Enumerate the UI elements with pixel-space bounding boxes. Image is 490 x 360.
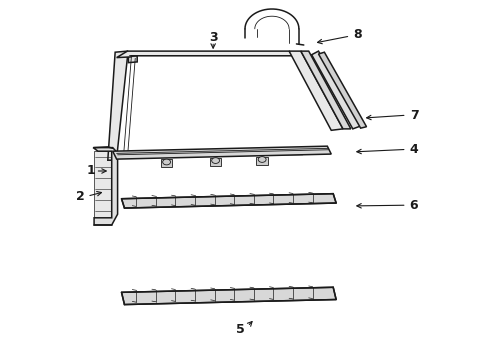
Polygon shape (122, 194, 336, 208)
Circle shape (258, 157, 266, 162)
Polygon shape (113, 146, 331, 159)
Polygon shape (122, 287, 336, 305)
Text: 2: 2 (76, 190, 85, 203)
Polygon shape (117, 51, 294, 58)
Polygon shape (94, 151, 112, 218)
Text: 8: 8 (353, 28, 362, 41)
Polygon shape (210, 158, 221, 166)
Text: 3: 3 (209, 31, 218, 44)
Text: 1: 1 (86, 165, 95, 177)
Text: 4: 4 (410, 143, 418, 156)
Polygon shape (289, 51, 343, 130)
Polygon shape (318, 52, 367, 128)
Polygon shape (108, 51, 127, 160)
Text: 7: 7 (410, 109, 418, 122)
Polygon shape (256, 157, 268, 165)
Polygon shape (301, 51, 351, 129)
Text: 5: 5 (236, 323, 245, 336)
Polygon shape (312, 51, 361, 129)
Polygon shape (128, 56, 137, 63)
Text: 6: 6 (410, 199, 418, 212)
Circle shape (163, 159, 171, 165)
Polygon shape (161, 159, 172, 167)
Circle shape (212, 158, 220, 163)
Polygon shape (93, 148, 118, 225)
